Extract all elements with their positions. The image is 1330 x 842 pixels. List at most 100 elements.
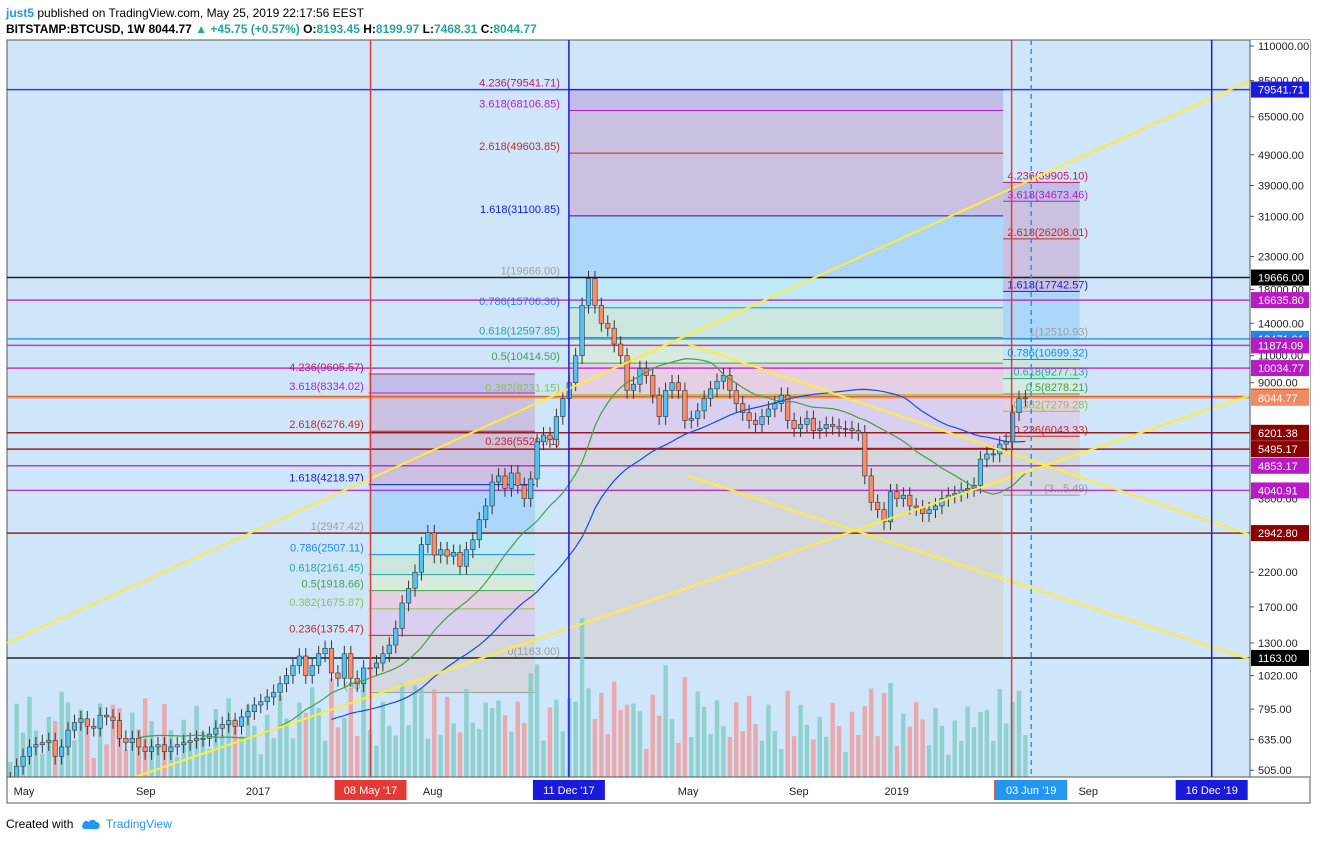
volume-bar	[862, 706, 868, 777]
price-tick-label: 14000.00	[1258, 318, 1304, 330]
price-tick-label: 11000.00	[1258, 351, 1303, 363]
volume-bar	[547, 707, 553, 777]
candle-body	[965, 488, 971, 491]
candle-body	[155, 744, 161, 748]
ohlc-line: BITSTAMP:BTCUSD, 1W 8044.77 ▲ +45.75 (+0…	[6, 21, 537, 37]
volume-bar	[78, 709, 84, 777]
price-tick-label: 795.00	[1258, 704, 1292, 716]
fib-level-label: 0.618(12597.85)	[479, 325, 560, 337]
candle-body	[296, 655, 302, 666]
candle-body	[977, 458, 984, 486]
close-label: C:	[480, 22, 494, 36]
candle-body	[200, 738, 206, 740]
volume-bar	[91, 758, 96, 777]
fib-zone-band	[368, 484, 535, 533]
candle-body	[682, 390, 688, 421]
volume-bar	[258, 754, 264, 777]
volume-bar	[727, 736, 733, 777]
fib-level-label: 1(19666.00)	[501, 266, 560, 278]
fib-level-label: 0.5(8278.21)	[1026, 382, 1088, 394]
volume-bar	[830, 702, 835, 777]
volume-bar	[843, 752, 848, 777]
price-tick-label: 9000.00	[1258, 378, 1298, 390]
fib-level-label: 0.618(9277.13)	[1013, 367, 1088, 379]
volume-bar	[329, 678, 334, 777]
volume-bar	[348, 687, 353, 777]
candle-body	[727, 375, 733, 391]
candle-body	[104, 714, 110, 718]
candle-body	[316, 653, 322, 666]
volume-bar	[335, 727, 341, 777]
volume-bar	[528, 673, 533, 777]
fib-level-label: 0.382(1675.87)	[289, 597, 364, 609]
volume-bar	[637, 711, 643, 777]
fib-zone-band	[568, 277, 1004, 308]
volume-bar	[303, 712, 308, 777]
author-name[interactable]: just5	[6, 6, 35, 20]
candle-body	[746, 412, 752, 421]
candle-body	[528, 478, 534, 499]
candle-body	[341, 653, 347, 679]
candle-body	[136, 738, 142, 748]
price-tick-label: 1020.00	[1258, 671, 1298, 683]
volume-bar	[926, 745, 932, 777]
candle-body	[149, 746, 155, 752]
candle-body	[855, 430, 861, 434]
price-badge-label: 11874.09	[1258, 340, 1303, 352]
candle-body	[875, 501, 881, 511]
fib-level-label: 3.618(34673.46)	[1007, 189, 1088, 201]
volume-bar	[444, 696, 450, 777]
volume-bar	[611, 681, 617, 777]
time-tick-label: May	[14, 786, 35, 798]
candle-body	[142, 746, 148, 752]
fib-level-label: 1.618(4218.97)	[289, 473, 364, 485]
candle-body	[952, 493, 958, 496]
date-marker-label: 11 Dec '17	[543, 785, 594, 797]
candle-body	[451, 552, 457, 557]
price-badge	[1251, 292, 1309, 309]
price-badge-label: 8044.77	[1258, 393, 1298, 405]
tradingview-brand[interactable]: TradingView	[105, 817, 172, 831]
price-tick-label: 65000.00	[1258, 112, 1304, 124]
volume-bar	[354, 736, 360, 777]
candle-body	[502, 475, 508, 489]
candle-body	[26, 746, 33, 757]
price-badge-label: 4853.17	[1258, 461, 1298, 473]
candle-body	[264, 696, 270, 703]
fib-zone-band	[368, 574, 535, 591]
fib-level-label: 2.618(49603.85)	[479, 141, 560, 153]
fib-level-label: 2.618(26208.01)	[1007, 227, 1088, 239]
candle-body	[560, 398, 566, 417]
volume-bar	[952, 720, 957, 777]
footer: Created with TradingView	[6, 817, 172, 831]
fib-zone-band	[568, 153, 1004, 216]
price-tick-label: 505.00	[1258, 765, 1292, 777]
candle-body	[765, 408, 771, 417]
volume-bar	[187, 742, 193, 777]
price-badge	[1251, 457, 1309, 474]
volume-bar	[644, 749, 649, 777]
candle-body	[810, 418, 816, 431]
candle-body	[431, 532, 437, 556]
volume-bar	[958, 740, 964, 777]
volume-bar	[804, 724, 810, 777]
volume-bar	[701, 706, 707, 777]
date-marker-badge	[532, 780, 605, 800]
candle-body	[573, 355, 579, 384]
volume-bar	[888, 683, 893, 777]
candle-body	[97, 714, 103, 729]
candle-body	[386, 644, 392, 655]
publish-info: published on TradingView.com, May 25, 20…	[37, 6, 365, 20]
fib-level-label: 0.786(2507.11)	[290, 543, 364, 555]
price-badge-label: 10034.77	[1258, 363, 1304, 375]
candle-body	[894, 491, 900, 499]
volume-bar	[14, 703, 19, 777]
candle-body	[406, 588, 412, 604]
candle-body	[772, 403, 778, 410]
candle-body	[759, 416, 765, 425]
volume-bar	[252, 725, 257, 777]
volume-bar	[72, 740, 77, 777]
candle-body	[194, 738, 200, 741]
candle-body	[907, 494, 913, 507]
